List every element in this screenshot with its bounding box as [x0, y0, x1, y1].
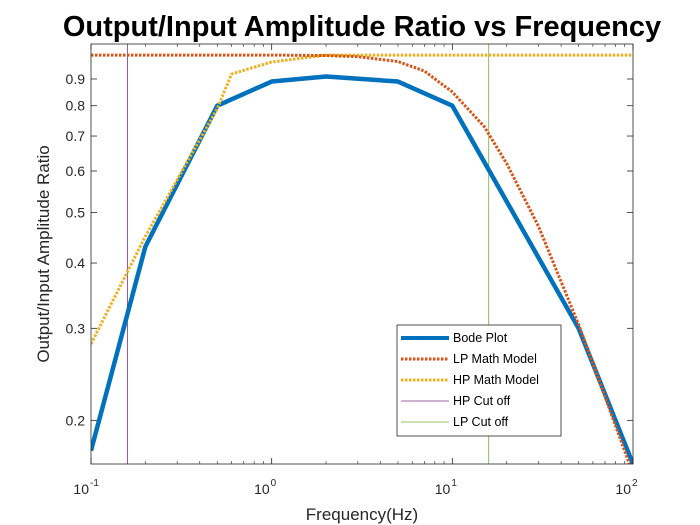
- series-line-1: [91, 53, 632, 464]
- plot-area: 10 -1 10 0 10 1 10 20.20.30.40.50.60.70.80.9: [66, 43, 638, 497]
- y-tick-label-3: 0.5: [66, 204, 86, 220]
- legend-label-4: LP Cut off: [453, 415, 509, 429]
- x-tick-exp-1: 0: [271, 478, 277, 489]
- y-tick-label-7: 0.9: [66, 71, 86, 87]
- chart-title: Output/Input Amplitude Ratio vs Frequenc…: [63, 11, 661, 43]
- axes-layer: 10 -1 10 0 10 1 10 20.20.30.40.50.60.70.80.9: [66, 43, 638, 497]
- x-tick-base-0: 10: [73, 481, 89, 497]
- legend-label-2: HP Math Model: [453, 373, 539, 387]
- legend-label-1: LP Math Model: [453, 352, 537, 366]
- x-tick-exp-0: -1: [90, 478, 99, 489]
- y-tick-label-5: 0.7: [66, 128, 86, 144]
- x-tick-label-1: 10 0: [254, 478, 277, 497]
- legend-label-0: Bode Plot: [453, 331, 508, 345]
- x-tick-label-0: 10 -1: [73, 478, 99, 497]
- series-line-2: [91, 53, 633, 345]
- y-tick-label-0: 0.2: [66, 412, 86, 428]
- series-line-0: [91, 74, 633, 464]
- x-tick-exp-3: 2: [632, 478, 638, 489]
- x-axis-label: Frequency(Hz): [306, 505, 418, 524]
- y-axis-label: Output/Input Amplitude Ratio: [34, 145, 53, 362]
- y-tick-label-2: 0.4: [66, 255, 86, 271]
- axes-box: [90, 43, 634, 465]
- y-tick-label-6: 0.8: [66, 98, 86, 114]
- x-tick-exp-2: 1: [451, 478, 457, 489]
- legend: Bode Plot LP Math Model HP Math Model HP Cu…: [396, 324, 562, 437]
- legend-label-3: HP Cut off: [453, 394, 511, 408]
- x-tick-base-3: 10: [615, 481, 631, 497]
- series-layer: [91, 44, 633, 464]
- legend-box: [396, 324, 562, 437]
- x-tick-label-3: 10 2: [615, 478, 638, 497]
- y-tick-label-4: 0.6: [66, 163, 86, 179]
- y-tick-label-1: 0.3: [66, 320, 86, 336]
- x-tick-base-2: 10: [435, 481, 451, 497]
- x-tick-label-2: 10 1: [435, 478, 458, 497]
- x-tick-base-1: 10: [254, 481, 270, 497]
